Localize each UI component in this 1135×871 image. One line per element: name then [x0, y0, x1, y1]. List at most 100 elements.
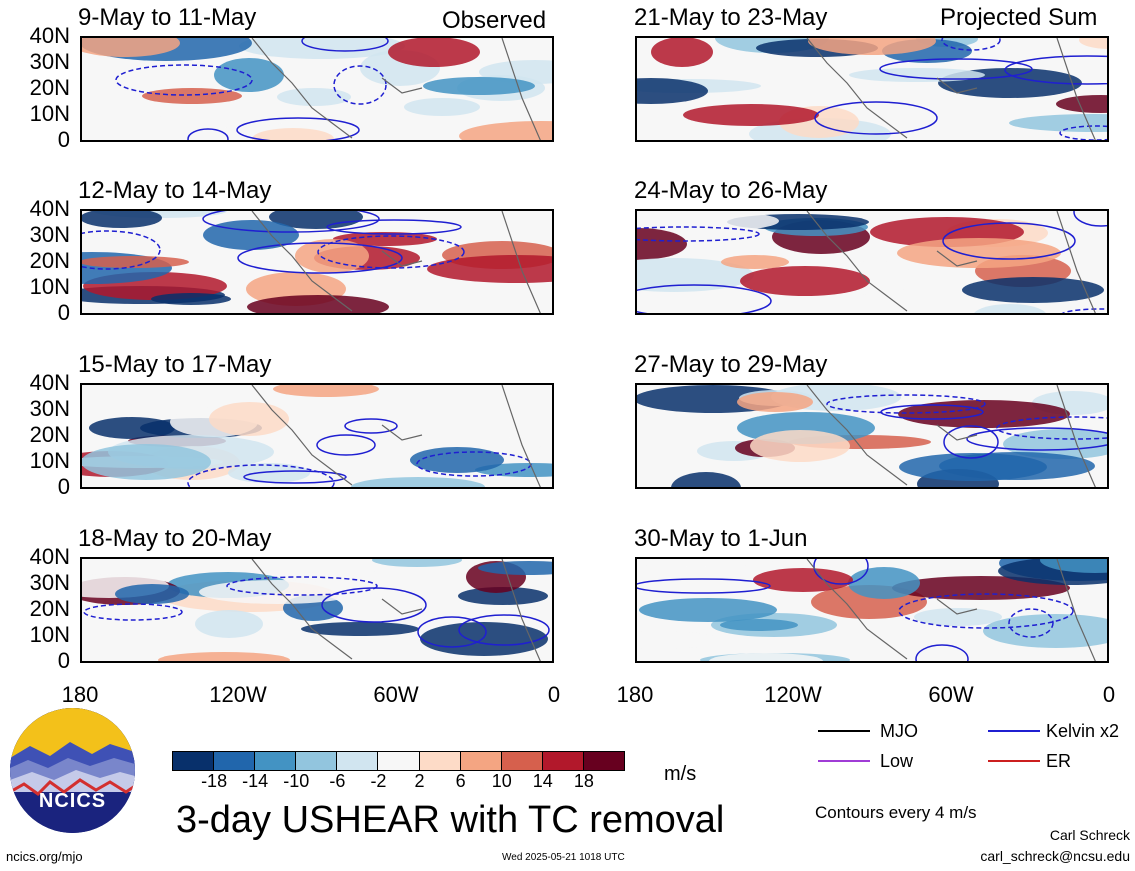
shading-blob — [753, 568, 853, 592]
shading-blob — [671, 472, 741, 487]
contour-line — [943, 425, 999, 459]
shading-blob — [478, 561, 552, 575]
x-tick-label: 60W — [373, 682, 419, 707]
contour-line — [226, 576, 378, 596]
shear-field — [637, 211, 1107, 313]
shading-blob — [301, 622, 419, 636]
coastline — [806, 559, 1096, 661]
map-panel — [80, 36, 554, 142]
coastline — [806, 211, 1096, 313]
shading-blob — [388, 38, 480, 67]
shading-blob — [898, 400, 1070, 428]
shading-blob — [639, 598, 777, 622]
contour-line — [82, 230, 161, 270]
y-tick-label: 20N — [29, 422, 70, 447]
shading-blob — [1079, 38, 1107, 49]
contour-line — [637, 226, 760, 242]
contour-line — [237, 242, 403, 274]
shading-blob — [82, 256, 189, 268]
colorbar-tick-label: 14 — [532, 771, 553, 791]
y-tick-label: 0 — [57, 127, 70, 152]
map-panel — [635, 36, 1109, 142]
contour-line — [321, 587, 427, 623]
shading-blob — [295, 239, 369, 273]
contour-line — [1008, 608, 1054, 638]
y-tick-label: 0 — [57, 300, 70, 325]
coastline — [806, 38, 1096, 140]
shading-blob — [410, 447, 504, 473]
y-tick-label: 30N — [29, 396, 70, 421]
legend-kelvin-line — [988, 730, 1040, 732]
contour-line — [301, 38, 389, 52]
ncics-logo: NCICS — [10, 708, 135, 833]
panel-title: 27-May to 29-May — [634, 351, 828, 378]
coastline — [251, 211, 541, 313]
colorbar-swatch — [541, 751, 584, 771]
colorbar-swatch — [172, 751, 215, 771]
shading-blob — [280, 559, 396, 573]
contour-line — [187, 128, 229, 140]
colorbar-tick-label: -6 — [329, 771, 346, 791]
y-tick-label: 40N — [29, 23, 70, 48]
shading-blob — [247, 295, 389, 313]
contour-line — [966, 427, 1107, 451]
x-tick-label: 180 — [616, 682, 654, 707]
shading-blob — [637, 228, 687, 260]
shear-field — [637, 385, 1107, 487]
shear-field — [637, 38, 1107, 140]
contour-line — [187, 464, 335, 487]
colorbar-tick-label: 2 — [414, 771, 425, 791]
colorbar-tick-label: -18 — [201, 771, 228, 791]
x-tick-label: 120W — [209, 682, 267, 707]
contour-line — [333, 65, 387, 105]
x-tick-label: 120W — [764, 682, 822, 707]
shading-blob — [351, 477, 485, 487]
shading-blob — [740, 266, 870, 296]
colorbar-swatch — [500, 751, 543, 771]
shading-blob — [203, 220, 299, 250]
contour-line — [344, 418, 398, 434]
panel-title: 18-May to 20-May — [78, 525, 272, 552]
shading-blob — [914, 608, 1002, 626]
shear-field — [82, 38, 552, 140]
site-url: ncics.org/mjo — [6, 849, 83, 864]
legend-low-label: Low — [880, 751, 914, 771]
colorbar-swatch — [213, 751, 256, 771]
contour-note: Contours every 4 m/s — [815, 803, 977, 822]
panel-label-observed: Observed — [442, 7, 547, 34]
shading-blob — [372, 559, 462, 567]
shading-blob — [239, 38, 405, 59]
panel-title: 15-May to 17-May — [78, 351, 272, 378]
legend-mjo-label: MJO — [880, 721, 918, 741]
colorbar-units: m/s — [664, 763, 697, 785]
y-tick-label: 0 — [57, 474, 70, 499]
colorbar-tick-label: 18 — [573, 771, 594, 791]
y-tick-label: 40N — [29, 544, 70, 569]
y-tick-label: 40N — [29, 370, 70, 395]
contour-line — [326, 219, 462, 235]
colorbar-tick-label: 10 — [491, 771, 512, 791]
shading-blob — [750, 430, 850, 462]
contour-line — [1061, 308, 1107, 313]
colorbar-swatch — [254, 751, 297, 771]
legend-mjo-line — [818, 730, 870, 732]
contour-line — [915, 644, 969, 661]
contour-line — [637, 284, 772, 313]
colorbar-swatch — [377, 751, 420, 771]
y-tick-label: 0 — [57, 648, 70, 673]
contour-line — [637, 578, 771, 594]
shading-blob — [459, 121, 552, 140]
shading-blob — [277, 88, 351, 106]
shading-blob — [199, 580, 357, 604]
map-panel — [80, 209, 554, 315]
colorbar-swatch — [459, 751, 502, 771]
x-tick-label: 0 — [1102, 682, 1116, 707]
shading-blob — [892, 576, 1070, 600]
shading-blob — [195, 610, 263, 638]
shading-blob — [720, 619, 798, 631]
shading-blob — [1040, 559, 1107, 573]
logo-text: NCICS — [38, 790, 107, 812]
y-tick-label: 20N — [29, 75, 70, 100]
colorbar — [172, 751, 626, 771]
shading-blob — [158, 652, 290, 661]
